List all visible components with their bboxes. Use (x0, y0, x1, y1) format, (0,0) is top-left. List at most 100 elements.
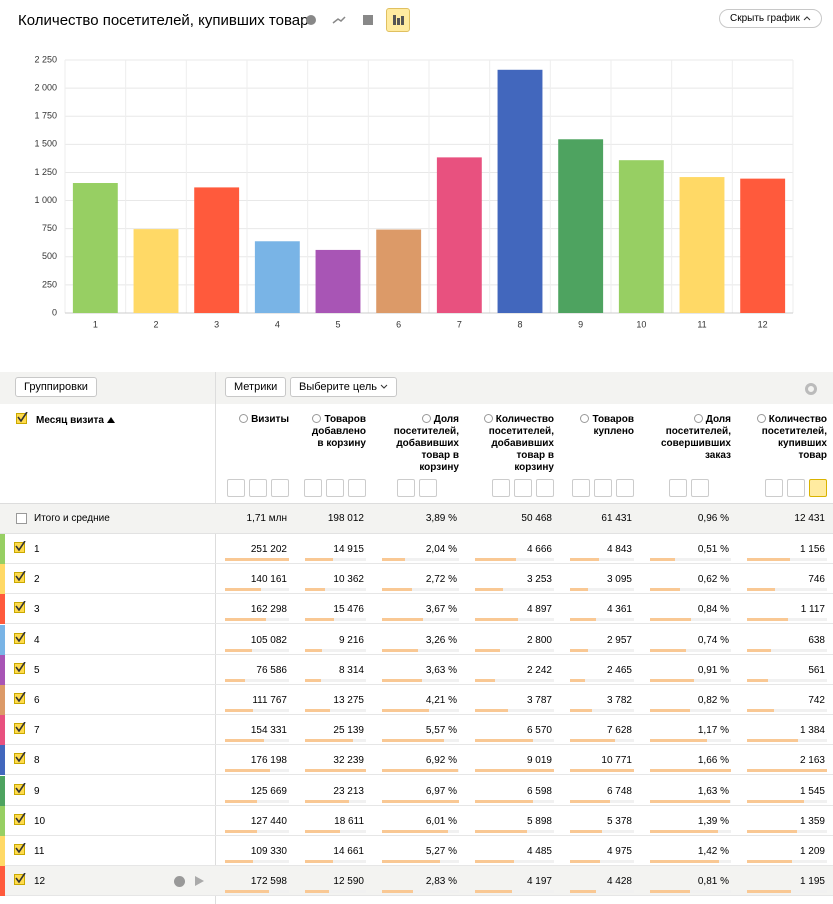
cell-bar (570, 829, 602, 833)
cell-bar (650, 799, 730, 803)
cell-track (475, 709, 554, 712)
percent-icon-button[interactable] (514, 479, 532, 497)
checkbox[interactable] (14, 692, 26, 704)
cell-track (225, 678, 289, 682)
column-header[interactable]: Доля посетителей, добавивших товар в кор… (372, 414, 465, 474)
column-header[interactable]: Товаров куплено (560, 414, 640, 438)
percent-icon-button[interactable] (326, 479, 344, 497)
column-header[interactable]: Визиты (215, 414, 295, 426)
cell-value: 6 570 (526, 725, 552, 737)
cell-value: 1 359 (799, 815, 825, 827)
checkbox[interactable] (14, 812, 26, 825)
pie-icon-button[interactable] (669, 479, 687, 497)
column-title: Доля посетителей, добавивших товар в кор… (393, 414, 459, 473)
total-value: 0,96 % (697, 513, 729, 524)
percent-icon-button[interactable] (787, 479, 805, 497)
check (15, 692, 26, 703)
checkbox[interactable] (14, 722, 26, 735)
bar-icon-button[interactable] (536, 479, 554, 497)
cell-track (747, 860, 827, 863)
checkbox[interactable] (14, 661, 26, 674)
cell-bar (650, 648, 687, 652)
checkbox[interactable] (16, 513, 27, 524)
cell-value: 0,74 % (697, 634, 729, 646)
cell-value: 2,72 % (425, 574, 457, 586)
x-tick-label: 5 (335, 319, 340, 329)
hide-chart-button[interactable]: Скрыть график (719, 9, 822, 28)
cell-bar (225, 678, 245, 682)
settings-icon[interactable] (805, 383, 817, 395)
row (0, 745, 833, 776)
cell-value: 1,17 % (697, 725, 729, 737)
checkbox[interactable] (16, 412, 28, 424)
cell-bar (382, 769, 459, 773)
checkbox[interactable] (14, 571, 26, 584)
checkbox[interactable] (14, 631, 26, 644)
column-header[interactable]: Доля посетителей, совершивших заказ (640, 414, 737, 462)
bar-icon-button[interactable] (616, 479, 634, 497)
row-label: 11 (34, 846, 45, 857)
toolbar (0, 372, 833, 404)
pie-icon-button[interactable] (304, 479, 322, 497)
percent-icon-button[interactable] (249, 479, 267, 497)
pie-icon-button[interactable] (572, 479, 590, 497)
row-color-stripe (0, 745, 5, 776)
bar-icon-button[interactable] (271, 479, 289, 497)
percent-icon-button[interactable] (594, 479, 612, 497)
info-icon (239, 414, 249, 423)
pie-icon-button[interactable] (397, 479, 415, 497)
goal-select[interactable]: Выберите цель (290, 377, 398, 397)
metrics-button[interactable]: Метрики (225, 377, 287, 397)
groupings-button[interactable]: Группировки (15, 377, 97, 397)
checkbox[interactable] (14, 601, 26, 614)
cell-track (382, 588, 459, 592)
total-value: 198 012 (327, 513, 364, 524)
dimension-header[interactable]: Месяц визита (36, 415, 115, 427)
cell-bar (475, 860, 515, 863)
y-tick-label: 2 250 (34, 54, 57, 64)
checkbox[interactable] (14, 752, 26, 765)
cell-bar (475, 799, 533, 803)
x-tick-label: 6 (396, 319, 401, 329)
bar-icon-button[interactable] (419, 479, 437, 497)
check (15, 812, 26, 824)
cell-track (570, 709, 634, 712)
cell-track (225, 829, 289, 833)
column-header[interactable]: Количество посетителей, добавивших товар… (465, 414, 560, 474)
cell-bar (747, 558, 790, 561)
column-header[interactable]: Товаров добавлено в корзину (295, 414, 372, 450)
bar-icon-button[interactable] (691, 479, 709, 497)
cell-value: 3,63 % (425, 664, 457, 676)
cell-track (305, 678, 366, 682)
cell-track (382, 769, 459, 773)
column-header[interactable]: Количество посетителей, купивших товар (737, 414, 833, 462)
cell-bar (650, 829, 718, 833)
area-view-button[interactable] (359, 11, 377, 29)
checkbox[interactable] (14, 782, 26, 795)
cell-value: 14 915 (333, 544, 364, 555)
cell-value: 3 782 (606, 695, 632, 706)
checkbox[interactable] (14, 873, 26, 886)
cell-track (650, 678, 731, 682)
cell-value: 12 590 (333, 876, 364, 888)
checkbox[interactable] (14, 843, 26, 855)
checkbox[interactable] (14, 541, 26, 553)
total-value: 50 468 (521, 513, 552, 524)
bar-icon-button[interactable] (348, 479, 366, 497)
row-label: 8 (34, 755, 40, 767)
cell-value: 162 298 (250, 604, 287, 616)
bar (133, 229, 179, 313)
row (0, 594, 833, 625)
line-view-button[interactable] (330, 11, 348, 29)
bar-icon-button[interactable] (809, 479, 827, 497)
cell-bar (475, 709, 509, 712)
pie-icon-button[interactable] (492, 479, 510, 497)
bar-view-button[interactable] (386, 8, 410, 32)
pie-icon-button[interactable] (227, 479, 245, 497)
pie-icon-button[interactable] (765, 479, 783, 497)
cell-value: 10 771 (601, 755, 632, 767)
pie-view-button[interactable] (302, 11, 320, 29)
cell-bar (570, 678, 585, 682)
column-title: Товаров куплено (592, 414, 634, 437)
cell-track (747, 769, 827, 773)
